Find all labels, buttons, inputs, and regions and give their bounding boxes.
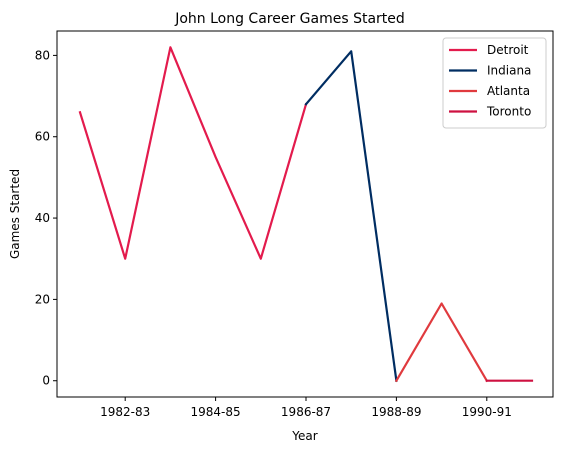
y-tick-label: 40 <box>35 211 50 225</box>
legend-label: Atlanta <box>487 84 530 98</box>
legend-label: Detroit <box>487 43 529 57</box>
plot-frame <box>56 30 554 398</box>
x-axis-label: Year <box>291 429 317 443</box>
series-line-detroit <box>78 46 308 260</box>
legend-box <box>442 37 547 129</box>
x-tick-label: 1986-87 <box>281 405 331 419</box>
y-axis-label: Games Started <box>8 169 22 259</box>
series-lines <box>78 46 534 383</box>
y-tick-label: 20 <box>35 292 50 306</box>
series-line-atlanta <box>394 302 489 383</box>
series-line-indiana <box>304 50 398 382</box>
x-tick-label: 1982-83 <box>100 405 150 419</box>
y-axis: 0 20 40 60 80 <box>35 48 57 388</box>
x-tick-label: 1984-85 <box>191 405 241 419</box>
chart-title: John Long Career Games Started <box>174 11 405 27</box>
y-tick-label: 80 <box>35 48 50 62</box>
legend: Detroit Indiana Atlanta Toronto <box>442 37 547 129</box>
legend-label: Toronto <box>486 105 531 119</box>
x-tick-label: 1990-91 <box>462 405 512 419</box>
x-axis: 1982-83 1984-85 1986-87 1988-89 1990-91 <box>100 397 512 419</box>
y-tick-label: 60 <box>35 130 50 144</box>
legend-label: Indiana <box>487 64 531 78</box>
x-tick-label: 1988-89 <box>371 405 421 419</box>
y-tick-label: 0 <box>42 374 50 388</box>
